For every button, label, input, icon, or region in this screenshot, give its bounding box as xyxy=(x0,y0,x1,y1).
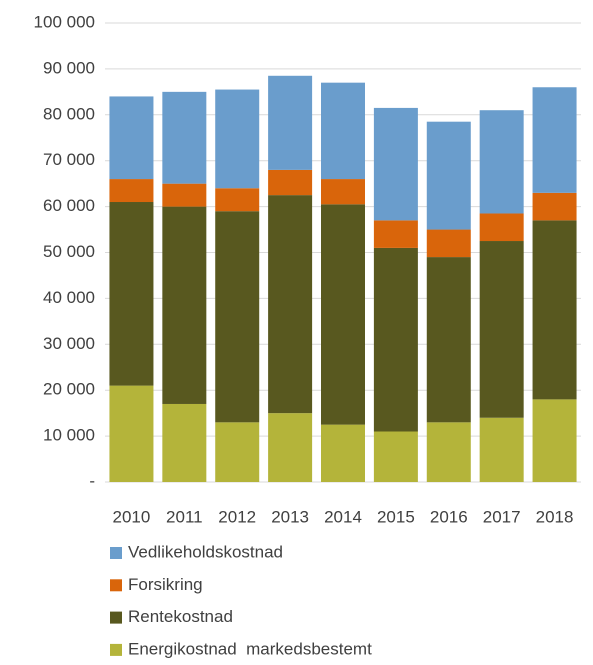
bar-segment xyxy=(373,431,418,482)
bar-segment xyxy=(479,241,524,418)
x-tick-label: 2013 xyxy=(271,507,309,526)
bar-segment xyxy=(162,183,207,207)
bar-segment xyxy=(321,179,365,205)
legend-swatch xyxy=(110,579,122,592)
bar-segment xyxy=(426,229,471,258)
bar-segment xyxy=(479,417,524,482)
x-tick-label: 2014 xyxy=(324,507,362,526)
bar-segment xyxy=(268,169,313,196)
legend-swatch xyxy=(110,643,122,656)
x-tick-label: 2010 xyxy=(113,507,151,526)
bar-segment xyxy=(373,107,418,221)
legend-label: Forsikring xyxy=(128,575,203,594)
x-tick-label: 2017 xyxy=(483,507,521,526)
y-tick-label: 50 000 xyxy=(43,242,95,261)
x-tick-label: 2018 xyxy=(536,507,574,526)
bar-segment xyxy=(215,89,260,189)
legend-swatch xyxy=(110,547,122,559)
legend-label: Rentekostnad xyxy=(128,607,233,626)
x-tick-label: 2015 xyxy=(377,507,415,526)
bar-segment xyxy=(321,204,365,425)
bar-segment xyxy=(162,403,207,482)
bar-segment xyxy=(373,247,418,432)
bar-segment xyxy=(373,220,418,248)
bar-segment xyxy=(109,202,154,386)
bar-segment xyxy=(215,422,260,482)
y-tick-label: 70 000 xyxy=(43,150,95,169)
bar-segment xyxy=(162,206,207,404)
y-tick-label: 90 000 xyxy=(43,58,95,77)
y-tick-label: 80 000 xyxy=(43,104,95,123)
bar-segment xyxy=(321,82,365,180)
bar-segment xyxy=(426,257,471,423)
bar-segment xyxy=(479,110,524,214)
bar-segment xyxy=(532,399,577,482)
bar-segment xyxy=(162,91,207,184)
bar-segment xyxy=(268,413,313,482)
bar-segment xyxy=(532,87,577,193)
bar-segment xyxy=(532,192,577,221)
bar-segment xyxy=(426,422,471,482)
y-tick-label: 60 000 xyxy=(43,196,95,215)
y-tick-label: 10 000 xyxy=(43,426,95,445)
legend-swatch xyxy=(110,611,122,624)
bar-segment xyxy=(479,213,524,242)
bar-segment xyxy=(109,96,154,180)
x-tick-label: 2011 xyxy=(166,507,203,526)
bar-segment xyxy=(532,220,577,400)
legend-label: Vedlikeholdskostnad xyxy=(128,542,283,561)
legend-label: Energikostnad markedsbestemt xyxy=(128,639,372,658)
bar-segment xyxy=(268,75,313,170)
y-tick-label: - xyxy=(89,471,95,490)
x-tick-label: 2012 xyxy=(218,507,256,526)
y-tick-label: 20 000 xyxy=(43,380,95,399)
bar-segment xyxy=(268,195,313,414)
y-tick-label: 40 000 xyxy=(43,288,95,307)
y-tick-label: 100 000 xyxy=(34,12,95,31)
bar-segment xyxy=(215,188,260,212)
bar-segment xyxy=(109,179,154,203)
bar-segment xyxy=(321,424,365,482)
bar-segment xyxy=(215,211,260,423)
x-tick-label: 2016 xyxy=(430,507,468,526)
bar-segment xyxy=(109,385,154,482)
y-tick-label: 30 000 xyxy=(43,334,95,353)
bar-segment xyxy=(426,121,471,230)
